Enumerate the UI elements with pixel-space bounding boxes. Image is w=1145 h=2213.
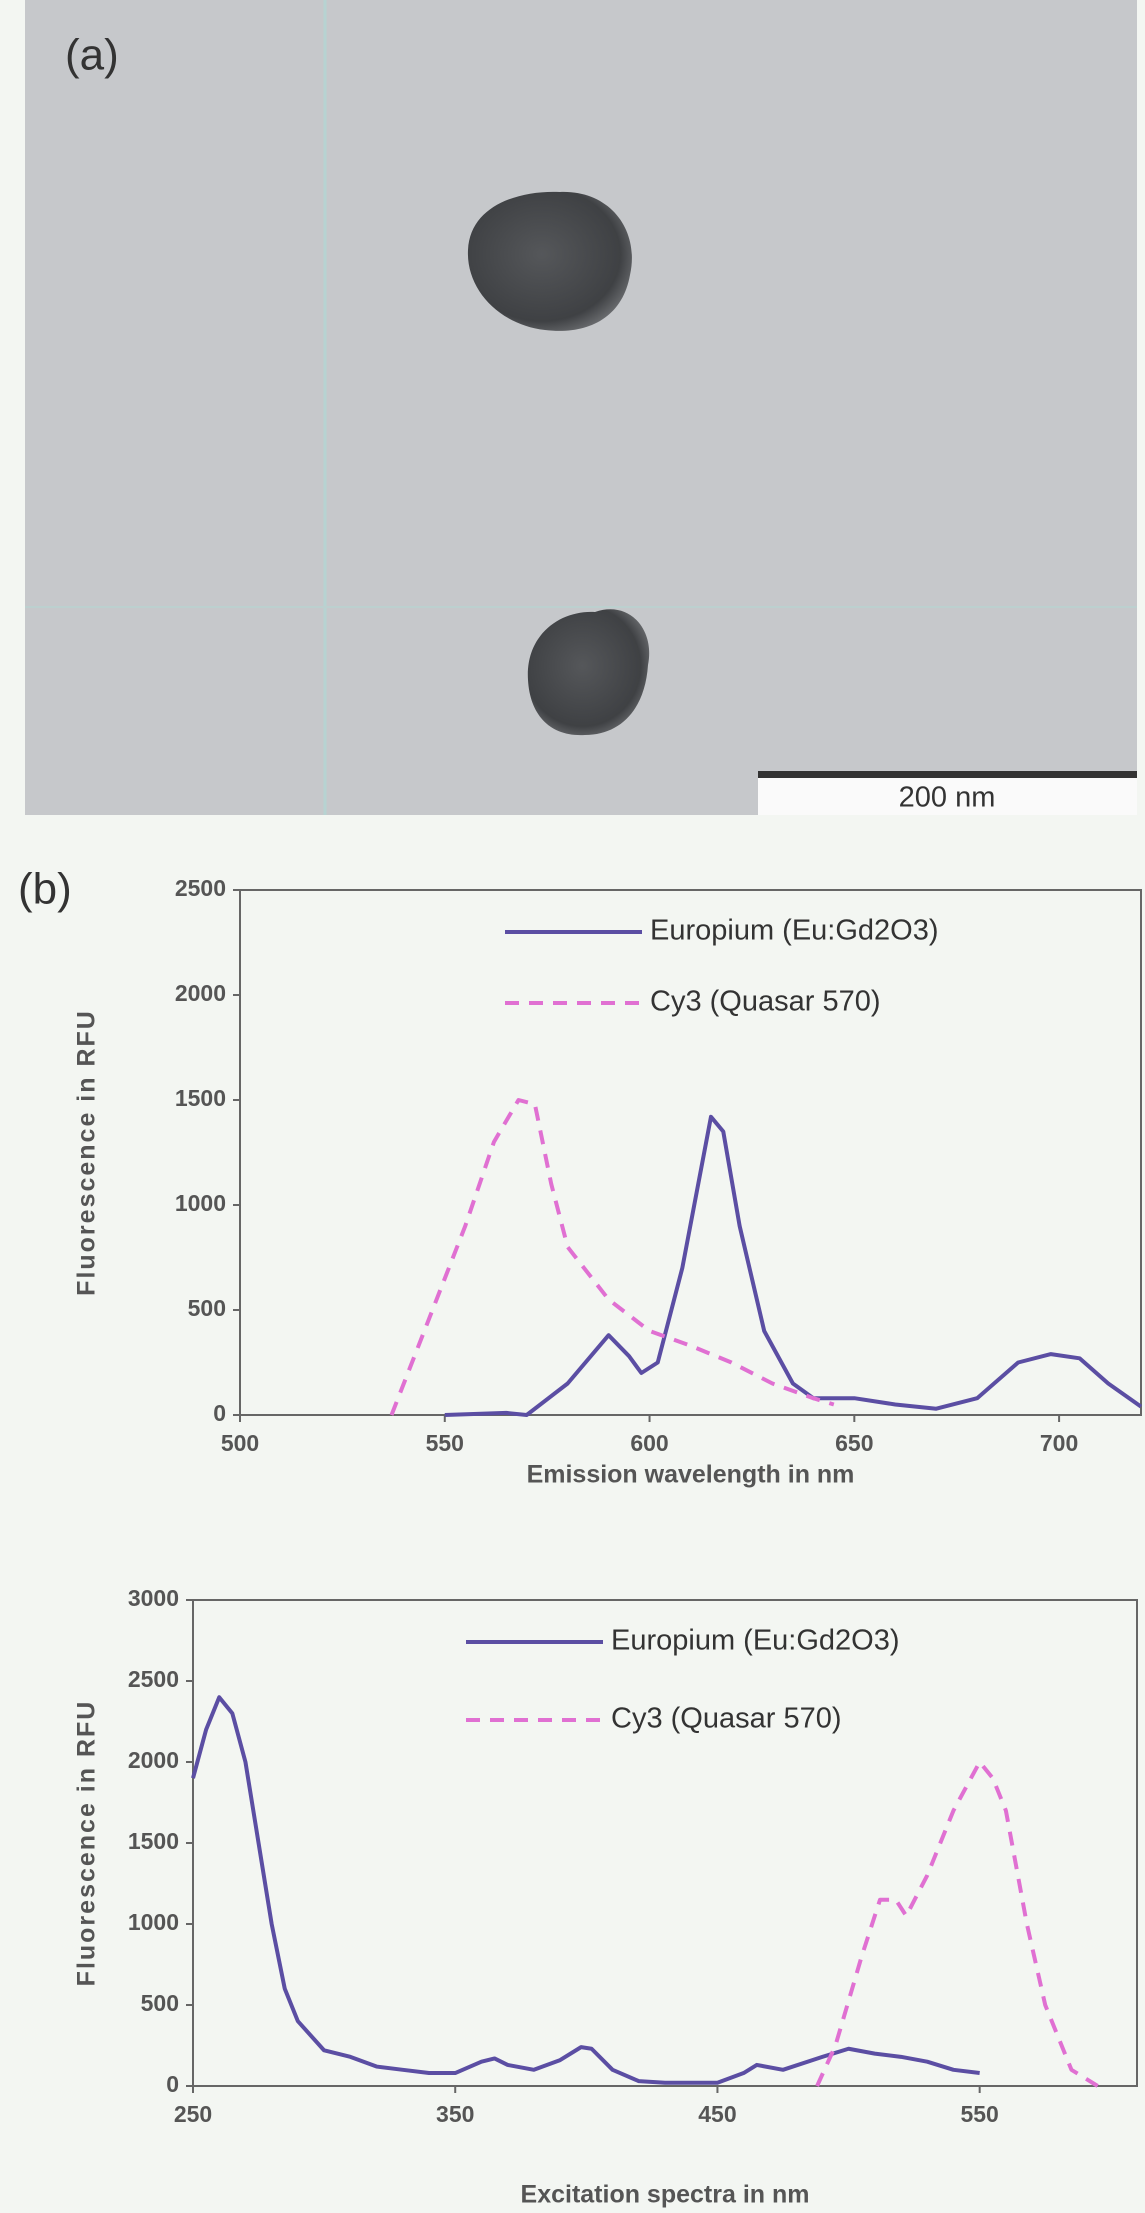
x-tick-label: 500 [221, 1430, 259, 1456]
y-tick-label: 2000 [128, 1747, 179, 1773]
y-tick-label: 0 [213, 1400, 226, 1426]
panel-label: (a) [65, 31, 119, 80]
x-tick-label: 550 [960, 2101, 998, 2127]
y-axis-title: Fluorescence in RFU [73, 1009, 101, 1296]
y-tick-label: 500 [141, 1990, 179, 2016]
x-tick-label: 600 [630, 1430, 668, 1456]
y-axis-title: Fluorescence in RFU [73, 1700, 101, 1987]
x-tick-label: 450 [698, 2101, 736, 2127]
plot-frame [240, 890, 1141, 1415]
legend-label: Europium (Eu:Gd2O3) [650, 915, 939, 947]
scale-bar-label: 200 nm [899, 782, 996, 814]
y-tick-label: 1000 [175, 1190, 226, 1216]
panel-label: (b) [18, 865, 72, 914]
series-line [392, 1100, 834, 1415]
legend-label: Europium (Eu:Gd2O3) [611, 1625, 900, 1657]
x-tick-label: 250 [174, 2101, 212, 2127]
y-tick-label: 2500 [128, 1666, 179, 1692]
x-axis-title: Excitation spectra in nm [521, 2181, 810, 2209]
x-tick-label: 550 [426, 1430, 464, 1456]
x-tick-label: 700 [1040, 1430, 1078, 1456]
y-tick-label: 0 [166, 2071, 179, 2097]
figure: 200 nm (a) (b) 0500100015002000250050055… [0, 0, 1145, 2213]
plot-frame [193, 1600, 1137, 2086]
y-tick-label: 1500 [128, 1828, 179, 1854]
x-tick-label: 650 [835, 1430, 873, 1456]
series-line [817, 1762, 1098, 2086]
tem-image: 200 nm (a) [25, 0, 1137, 815]
series-line [193, 1697, 980, 2083]
legend-label: Cy3 (Quasar 570) [650, 986, 881, 1018]
scale-bar [758, 771, 1137, 778]
series-line [445, 1117, 1141, 1415]
x-axis-title: Emission wavelength in nm [527, 1461, 855, 1489]
x-tick-label: 350 [436, 2101, 474, 2127]
legend-label: Cy3 (Quasar 570) [611, 1703, 842, 1735]
y-tick-label: 2500 [175, 875, 226, 901]
y-tick-label: 3000 [128, 1585, 179, 1611]
y-tick-label: 1000 [128, 1909, 179, 1935]
y-tick-label: 2000 [175, 980, 226, 1006]
y-tick-label: 500 [188, 1295, 226, 1321]
y-tick-label: 1500 [175, 1085, 226, 1111]
